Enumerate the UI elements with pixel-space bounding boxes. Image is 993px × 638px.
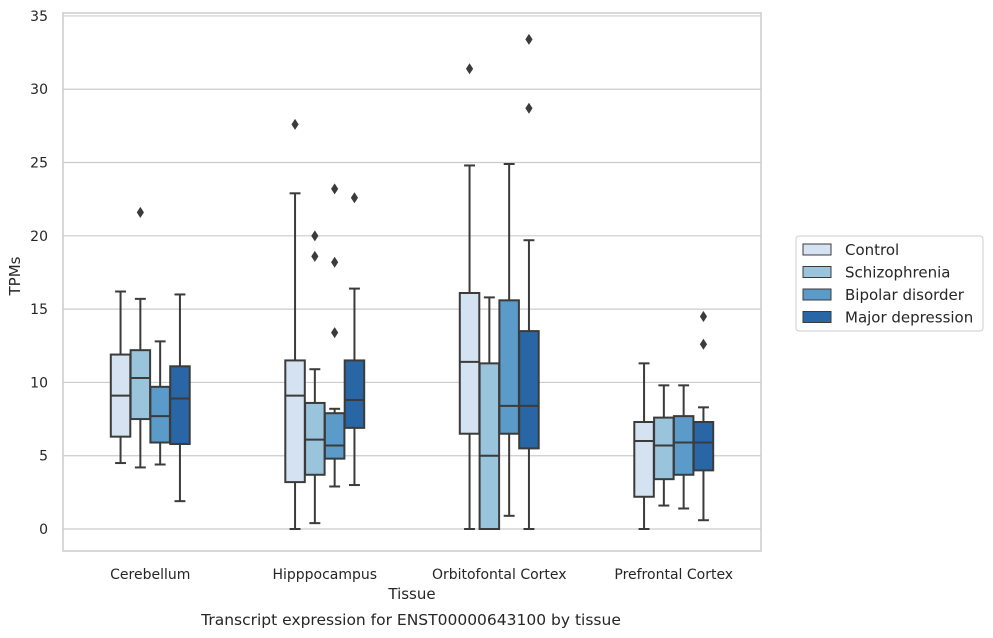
box-group <box>518 33 540 531</box>
y-tick-label: 15 <box>30 302 48 318</box>
outlier-marker <box>331 327 339 339</box>
box-group <box>149 340 171 466</box>
x-axis-title: Tissue <box>387 585 435 603</box>
box-group <box>458 63 481 531</box>
y-tick-label: 35 <box>30 9 48 25</box>
box-group <box>109 290 132 465</box>
box-group <box>323 183 346 488</box>
y-tick-label: 10 <box>30 375 48 391</box>
box <box>478 362 501 531</box>
box <box>633 420 655 498</box>
legend-swatch <box>802 243 832 256</box>
box <box>169 365 191 445</box>
y-tick-label: 20 <box>30 229 48 245</box>
outlier-marker <box>291 118 299 130</box>
box-group <box>498 162 520 517</box>
box-group <box>169 293 191 503</box>
outlier-marker <box>311 230 319 242</box>
chart-caption: Transcript expression for ENST0000064310… <box>200 611 621 629</box>
y-tick-label: 0 <box>39 522 48 538</box>
x-tick-label: Cerebellum <box>110 567 190 583</box>
legend: Control Schizophrenia Bipolar disorder Majo… <box>795 235 984 332</box>
plot-area-frame <box>62 12 762 552</box>
legend-frame <box>795 235 984 332</box>
x-tick-label: Prefrontal Cortex <box>614 567 733 583</box>
legend-label: Schizophrenia <box>845 264 950 282</box>
box <box>149 385 171 444</box>
box-group <box>343 192 366 487</box>
outlier-marker <box>350 192 359 204</box>
box <box>129 349 152 421</box>
box <box>458 291 481 435</box>
box <box>498 299 520 435</box>
boxes <box>109 33 715 531</box>
box-group <box>284 118 306 531</box>
x-tick-label: Orbitofontal Cortex <box>432 567 567 583</box>
outlier-marker <box>525 102 533 114</box>
x-tick-label: Hipppocampus <box>272 567 377 583</box>
y-axis-title: TPMs <box>6 256 24 296</box>
box <box>692 420 715 472</box>
legend-label: Control <box>845 241 899 259</box>
legend-swatch <box>802 288 832 301</box>
box-group <box>653 384 675 507</box>
box-group <box>672 384 695 510</box>
box <box>323 412 346 460</box>
y-tick-label: 30 <box>30 82 48 98</box>
outlier-marker <box>331 183 339 195</box>
box <box>343 359 366 429</box>
box <box>518 330 540 450</box>
y-tick-label: 5 <box>39 449 48 465</box>
box <box>284 359 306 484</box>
x-tick-labels: Cerebellum Hipppocampus Orbitofontal Corte… <box>110 567 733 583</box>
legend-label: Major depression <box>845 309 973 327</box>
box-group <box>633 362 655 531</box>
box-group <box>129 206 152 469</box>
outlier-marker <box>331 256 339 268</box>
outlier-marker <box>136 206 144 218</box>
box-group <box>478 296 501 531</box>
legend-swatch <box>802 266 832 278</box>
outlier-marker <box>465 63 474 75</box>
legend-label: Bipolar disorder <box>845 286 965 304</box>
outlier-marker <box>699 338 708 350</box>
box-group <box>304 230 326 525</box>
box <box>653 416 675 481</box>
outlier-marker <box>525 33 533 45</box>
y-tick-labels: 0 5 10 15 20 25 30 35 <box>30 9 48 538</box>
outlier-marker <box>311 250 319 262</box>
box-group <box>692 310 715 522</box>
legend-swatch <box>802 311 832 323</box>
box <box>672 415 695 476</box>
outlier-marker <box>699 310 708 322</box>
y-tick-label: 25 <box>30 156 48 172</box>
